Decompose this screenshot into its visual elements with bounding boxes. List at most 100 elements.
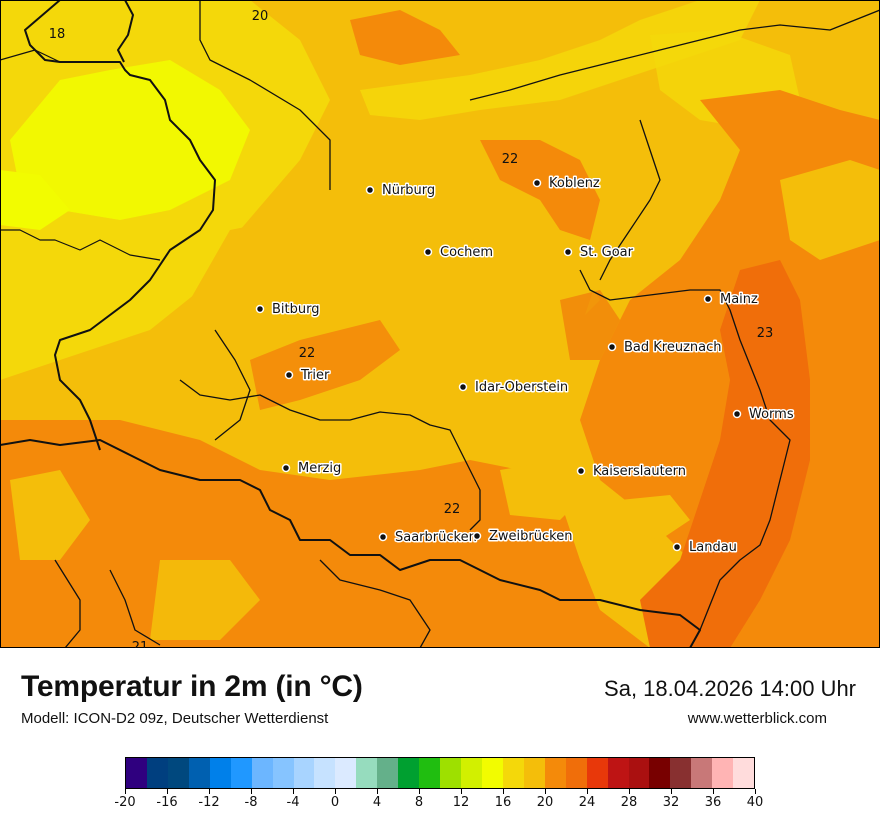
city-dot-icon bbox=[672, 542, 682, 552]
color-scale-segment bbox=[712, 758, 734, 788]
tick-mark bbox=[418, 789, 420, 794]
tick-label: 12 bbox=[452, 795, 470, 810]
tick-label: -8 bbox=[244, 795, 258, 810]
temperature-zone-18-20 bbox=[620, 495, 690, 540]
color-scale-segment bbox=[481, 758, 503, 788]
city-label: Bitburg bbox=[272, 302, 320, 317]
tick-mark bbox=[670, 789, 672, 794]
city-marker: Kaiserslautern bbox=[576, 463, 688, 481]
isotherm-label: 18 bbox=[49, 27, 66, 42]
city-dot-icon bbox=[732, 409, 742, 419]
tick-mark bbox=[250, 789, 252, 794]
city-label: Idar-Oberstein bbox=[475, 380, 568, 395]
color-scale-segment bbox=[377, 758, 399, 788]
city-marker: Bitburg bbox=[255, 301, 321, 319]
color-scale-segment bbox=[670, 758, 692, 788]
city-marker: Zweibrücken bbox=[472, 528, 574, 546]
tick-mark bbox=[124, 789, 126, 794]
color-scale-segment bbox=[544, 758, 566, 788]
color-scale-segment bbox=[314, 758, 336, 788]
city-dot-icon bbox=[563, 247, 573, 257]
temperature-zone-22-24 bbox=[560, 290, 620, 360]
color-scale-segment bbox=[398, 758, 420, 788]
tick-label: -20 bbox=[114, 795, 136, 810]
tick-mark bbox=[292, 789, 294, 794]
color-scale-segment bbox=[649, 758, 671, 788]
city-dot-icon bbox=[281, 463, 291, 473]
city-label: Kaiserslautern bbox=[593, 464, 686, 479]
city-dot-icon bbox=[378, 532, 388, 542]
city-dot-icon bbox=[284, 370, 294, 380]
temperature-zone-18-20 bbox=[10, 470, 90, 560]
tick-mark bbox=[208, 789, 210, 794]
temperature-zone-20-22 bbox=[250, 320, 400, 410]
city-label: Bad Kreuznach bbox=[624, 340, 722, 355]
temperature-zone-16-18 bbox=[360, 0, 760, 120]
city-label: Saarbrücken bbox=[395, 530, 477, 545]
city-dot-icon bbox=[423, 247, 433, 257]
color-scale-segment bbox=[440, 758, 461, 788]
city-dot-icon bbox=[532, 178, 542, 188]
city-marker: Mainz bbox=[703, 291, 760, 309]
color-scale-segment bbox=[523, 758, 545, 788]
color-scale-segment bbox=[167, 758, 189, 788]
city-dot-icon bbox=[458, 382, 468, 392]
tick-label: 32 bbox=[662, 795, 680, 810]
temperature-zone-14-16 bbox=[0, 170, 70, 230]
tick-label: -16 bbox=[156, 795, 178, 810]
color-scale-ticks: -20 -16 -12 -8 -4 0 4 8 12 16 20 24 28 32 36 40 bbox=[114, 789, 763, 819]
color-scale-segment bbox=[126, 758, 147, 788]
isotherm-label: 22 bbox=[299, 346, 316, 361]
city-label: Cochem bbox=[440, 245, 493, 260]
city-marker: Trier bbox=[284, 367, 331, 385]
city-marker: Cochem bbox=[423, 244, 495, 262]
tick-label: -4 bbox=[286, 795, 300, 810]
color-scale-segment bbox=[272, 758, 294, 788]
tick-label: 24 bbox=[578, 795, 596, 810]
temperature-zone-14-16 bbox=[10, 60, 250, 220]
isotherm-label: 23 bbox=[757, 326, 774, 341]
color-scale-segment bbox=[461, 758, 482, 788]
color-scale-segment bbox=[565, 758, 587, 788]
temperature-zone-20-22 bbox=[350, 10, 460, 65]
map-title: Temperatur in 2m (in °C) bbox=[21, 670, 363, 703]
tick-mark bbox=[544, 789, 546, 794]
country-borders bbox=[0, 0, 880, 648]
map-canvas: 18 20 22 22 23 22 21 Nürburg Koblenz Cochem St. G… bbox=[0, 0, 880, 648]
color-scale-segment bbox=[293, 758, 315, 788]
city-dot-icon bbox=[576, 466, 586, 476]
map-footer: Temperatur in 2m (in °C) Modell: ICON-D2… bbox=[0, 648, 880, 830]
city-markers: Nürburg Koblenz Cochem St. Goar Bitburg Mainz… bbox=[255, 175, 795, 557]
tick-mark bbox=[712, 789, 714, 794]
isotherm-label: 21 bbox=[132, 640, 149, 648]
city-marker: Idar-Oberstein bbox=[458, 379, 570, 397]
tick-mark bbox=[376, 789, 378, 794]
tick-label: 4 bbox=[372, 795, 382, 810]
website-link[interactable]: www.wetterblick.com bbox=[687, 710, 827, 727]
color-scale-segment bbox=[188, 758, 210, 788]
city-dot-icon bbox=[255, 304, 265, 314]
isotherm-label: 22 bbox=[444, 502, 461, 517]
temperature-zone-18-20 bbox=[500, 460, 590, 520]
tick-label: 20 bbox=[536, 795, 554, 810]
tick-mark bbox=[628, 789, 630, 794]
tick-label: 8 bbox=[414, 795, 424, 810]
tick-mark bbox=[166, 789, 168, 794]
temperature-map: 18 20 22 22 23 22 21 Nürburg Koblenz Cochem St. G… bbox=[0, 0, 880, 648]
color-scale-segment bbox=[356, 758, 378, 788]
tick-mark bbox=[334, 789, 336, 794]
city-dot-icon bbox=[607, 342, 617, 352]
city-marker: Bad Kreuznach bbox=[607, 339, 723, 357]
city-label: Merzig bbox=[298, 461, 341, 476]
city-marker: Worms bbox=[732, 406, 795, 424]
isotherm-labels: 18 20 22 22 23 22 21 bbox=[49, 9, 774, 648]
model-source: Modell: ICON-D2 09z, Deutscher Wetterdie… bbox=[21, 710, 329, 727]
tick-label: 40 bbox=[746, 795, 764, 810]
color-scale-segment bbox=[607, 758, 629, 788]
color-scale-segment bbox=[733, 758, 755, 788]
city-marker: St. Goar bbox=[563, 244, 635, 262]
tick-label: 36 bbox=[704, 795, 722, 810]
tick-label: 16 bbox=[494, 795, 512, 810]
tick-mark bbox=[754, 789, 756, 794]
color-scale-segment bbox=[586, 758, 608, 788]
